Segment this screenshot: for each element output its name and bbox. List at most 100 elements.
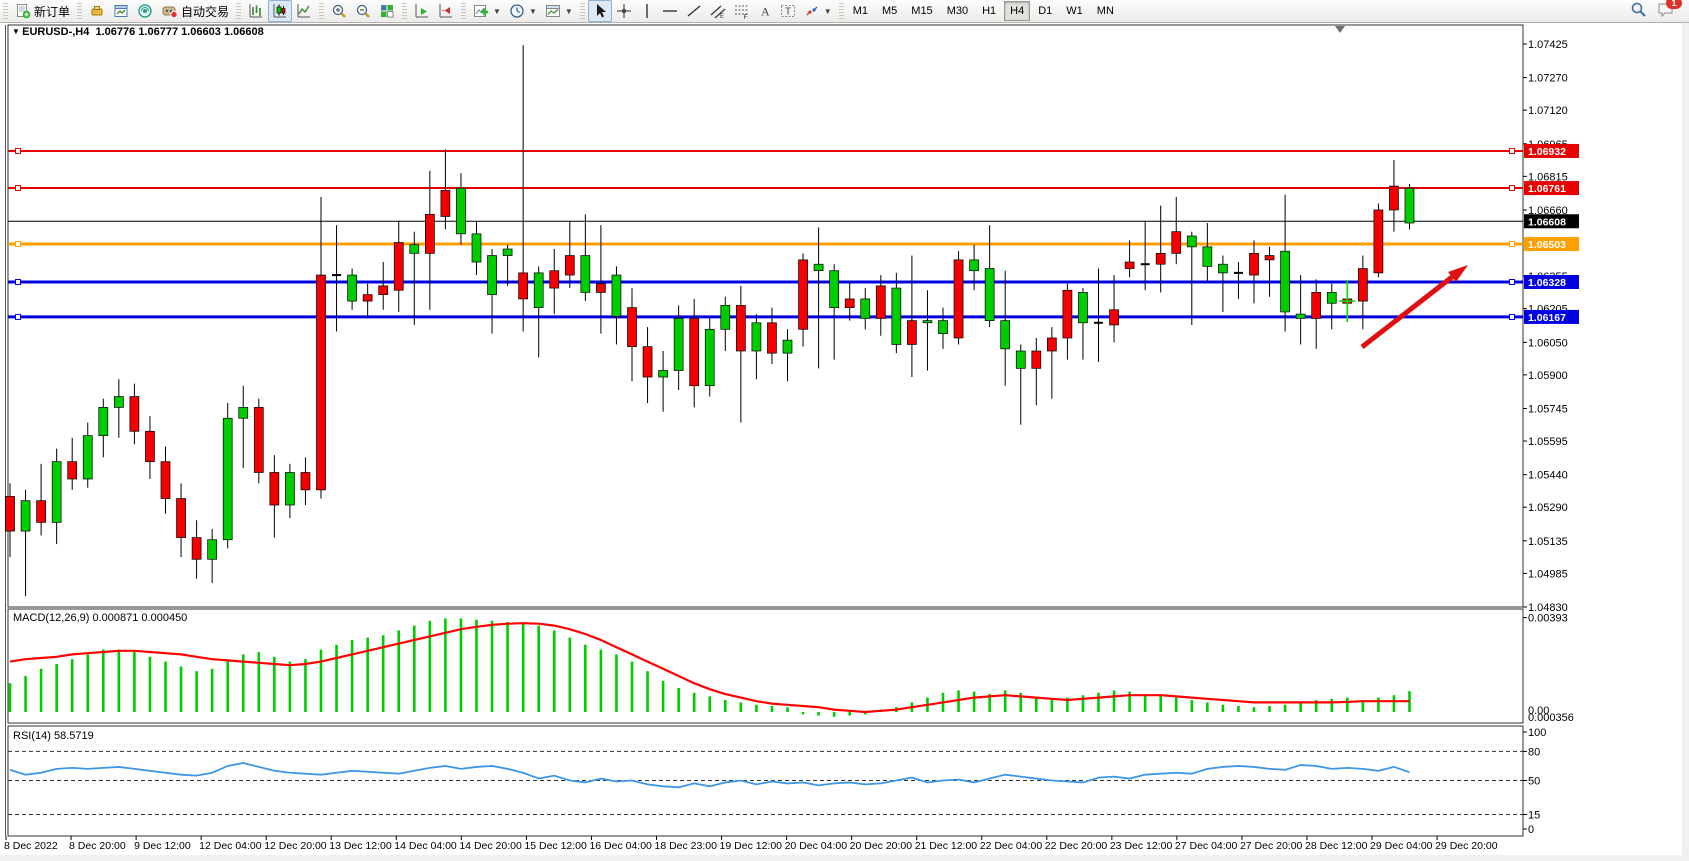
data-window-button[interactable] bbox=[109, 0, 133, 22]
search-button[interactable] bbox=[1630, 1, 1647, 21]
fibonacci-icon: F bbox=[734, 5, 749, 19]
svg-text:22 Dec 04:00: 22 Dec 04:00 bbox=[980, 840, 1043, 852]
zoom-in-icon bbox=[332, 4, 346, 18]
horizontal-line-tool-button[interactable] bbox=[658, 0, 682, 22]
periods-clock-icon bbox=[510, 4, 524, 18]
trend-arrow-annotation[interactable] bbox=[1360, 265, 1468, 349]
autotrading-icon bbox=[162, 6, 178, 19]
hline-handle[interactable] bbox=[15, 241, 21, 248]
toolbar-grip[interactable] bbox=[402, 3, 408, 19]
hline-handle[interactable] bbox=[1509, 279, 1515, 286]
svg-text:1.06608: 1.06608 bbox=[1528, 216, 1566, 228]
svg-text:22 Dec 20:00: 22 Dec 20:00 bbox=[1045, 840, 1108, 852]
toolbar-grip[interactable] bbox=[838, 3, 844, 19]
chart-canvas[interactable]: 1.074251.072701.071201.069651.068151.066… bbox=[0, 23, 1682, 861]
toolbar-grip[interactable] bbox=[236, 3, 242, 19]
autotrading-label: 自动交易 bbox=[181, 4, 230, 19]
zoom-in-button[interactable] bbox=[327, 0, 351, 22]
hline-handle[interactable] bbox=[15, 313, 21, 320]
cursor-icon bbox=[596, 4, 606, 18]
rsi-indicator bbox=[8, 750, 1523, 815]
svg-text:100: 100 bbox=[1528, 727, 1546, 739]
toolbar-grip[interactable] bbox=[77, 3, 83, 19]
periods-button[interactable]: ▼ bbox=[505, 0, 541, 22]
new-order-icon bbox=[17, 4, 31, 19]
svg-text:8 Dec 20:00: 8 Dec 20:00 bbox=[69, 840, 126, 852]
timeframe-button-D1[interactable]: D1 bbox=[1038, 5, 1053, 17]
macd-values: 0.000871 0.000450 bbox=[92, 612, 188, 624]
fibonacci-tool-button[interactable]: F bbox=[730, 0, 754, 22]
svg-text:0: 0 bbox=[1528, 824, 1534, 836]
hline-handle[interactable] bbox=[15, 147, 21, 154]
svg-text:27 Dec 20:00: 27 Dec 20:00 bbox=[1240, 840, 1303, 852]
hline-handle[interactable] bbox=[1509, 313, 1515, 320]
timeframe-button-M30[interactable]: M30 bbox=[946, 5, 969, 17]
toolbar-grip[interactable] bbox=[579, 3, 585, 19]
timeframe-button-W1[interactable]: W1 bbox=[1066, 5, 1083, 17]
svg-text:0.000356: 0.000356 bbox=[1528, 712, 1574, 724]
new-order-button[interactable]: 新订单 bbox=[11, 0, 74, 22]
text-tool-button[interactable]: A bbox=[754, 0, 776, 22]
line-chart-type-button[interactable] bbox=[292, 0, 316, 22]
date-axis[interactable] bbox=[5, 836, 1438, 840]
crosshair-icon bbox=[616, 4, 631, 18]
crosshair-tool-button[interactable] bbox=[612, 0, 636, 22]
chart-window[interactable]: 1.074251.072701.071201.069651.068151.066… bbox=[0, 23, 1682, 861]
bar-chart-type-button[interactable] bbox=[244, 0, 268, 22]
svg-text:1.07425: 1.07425 bbox=[1528, 39, 1568, 51]
timeframe-button-M1[interactable]: M1 bbox=[852, 5, 868, 17]
toolbar-grip[interactable] bbox=[3, 3, 8, 19]
text-label-tool-button[interactable]: T bbox=[776, 0, 800, 22]
chart-menu-triangle-icon[interactable]: ▼ bbox=[12, 27, 23, 36]
timeframe-button-H4[interactable]: H4 bbox=[1004, 1, 1031, 21]
hline-handle[interactable] bbox=[15, 185, 21, 192]
indicators-dropdown-caret: ▼ bbox=[493, 6, 501, 16]
hline-handle[interactable] bbox=[1509, 147, 1515, 154]
indicators-button[interactable]: ▼ bbox=[469, 0, 505, 22]
autotrading-button[interactable]: 自动交易 bbox=[157, 0, 233, 22]
templates-dropdown-caret: ▼ bbox=[564, 6, 573, 16]
cursor-tool-button[interactable] bbox=[587, 0, 612, 22]
svg-text:1.04985: 1.04985 bbox=[1528, 568, 1568, 580]
market-watch-button[interactable] bbox=[85, 0, 109, 22]
candlestick-type-button[interactable] bbox=[268, 0, 293, 22]
timeframe-button-M5[interactable]: M5 bbox=[882, 5, 898, 17]
channel-tool-button[interactable]: E bbox=[706, 0, 730, 22]
svg-text:A: A bbox=[761, 5, 770, 19]
line-chart-icon bbox=[297, 4, 311, 18]
svg-text:12 Dec 04:00: 12 Dec 04:00 bbox=[199, 840, 262, 852]
horizontal-line-objects[interactable] bbox=[8, 143, 1579, 324]
hline-handle[interactable] bbox=[15, 279, 21, 286]
svg-text:23 Dec 12:00: 23 Dec 12:00 bbox=[1110, 840, 1173, 852]
arrows-tool-button[interactable]: ▼ bbox=[800, 0, 836, 22]
svg-text:F: F bbox=[743, 14, 747, 19]
svg-text:1.05745: 1.05745 bbox=[1528, 403, 1568, 415]
signals-button[interactable] bbox=[133, 0, 157, 22]
toolbar-grip[interactable] bbox=[461, 3, 467, 19]
toolbar-grip[interactable] bbox=[319, 3, 325, 19]
timeframe-button-M15[interactable]: M15 bbox=[911, 5, 933, 17]
arrow-objects-icon bbox=[806, 6, 818, 16]
window-edge bbox=[1682, 23, 1689, 861]
zoom-out-button[interactable] bbox=[351, 0, 375, 22]
svg-text:21 Dec 12:00: 21 Dec 12:00 bbox=[915, 840, 978, 852]
hline-handle[interactable] bbox=[1509, 185, 1515, 192]
bar-chart-icon bbox=[249, 4, 263, 18]
candlestick-icon bbox=[273, 4, 287, 18]
chart-shift-marker[interactable] bbox=[1335, 26, 1345, 33]
trendline-tool-button[interactable] bbox=[682, 0, 706, 22]
svg-text:29 Dec 04:00: 29 Dec 04:00 bbox=[1370, 840, 1433, 852]
notifications-button[interactable]: 1 bbox=[1657, 0, 1682, 21]
auto-scroll-button[interactable] bbox=[410, 0, 434, 22]
svg-text:1.04830: 1.04830 bbox=[1528, 602, 1568, 614]
vertical-line-tool-button[interactable] bbox=[636, 0, 658, 22]
templates-button[interactable]: ▼ bbox=[541, 0, 577, 22]
hline-handle[interactable] bbox=[1509, 241, 1515, 248]
tile-windows-button[interactable] bbox=[375, 0, 399, 22]
timeframe-button-MN[interactable]: MN bbox=[1096, 5, 1114, 17]
chart-shift-button[interactable] bbox=[434, 0, 458, 22]
timeframe-button-H1[interactable]: H1 bbox=[982, 5, 997, 17]
svg-text:1.05135: 1.05135 bbox=[1528, 536, 1568, 548]
indicators-add-icon bbox=[474, 5, 489, 17]
buy-plus-marker[interactable] bbox=[1339, 280, 1356, 323]
